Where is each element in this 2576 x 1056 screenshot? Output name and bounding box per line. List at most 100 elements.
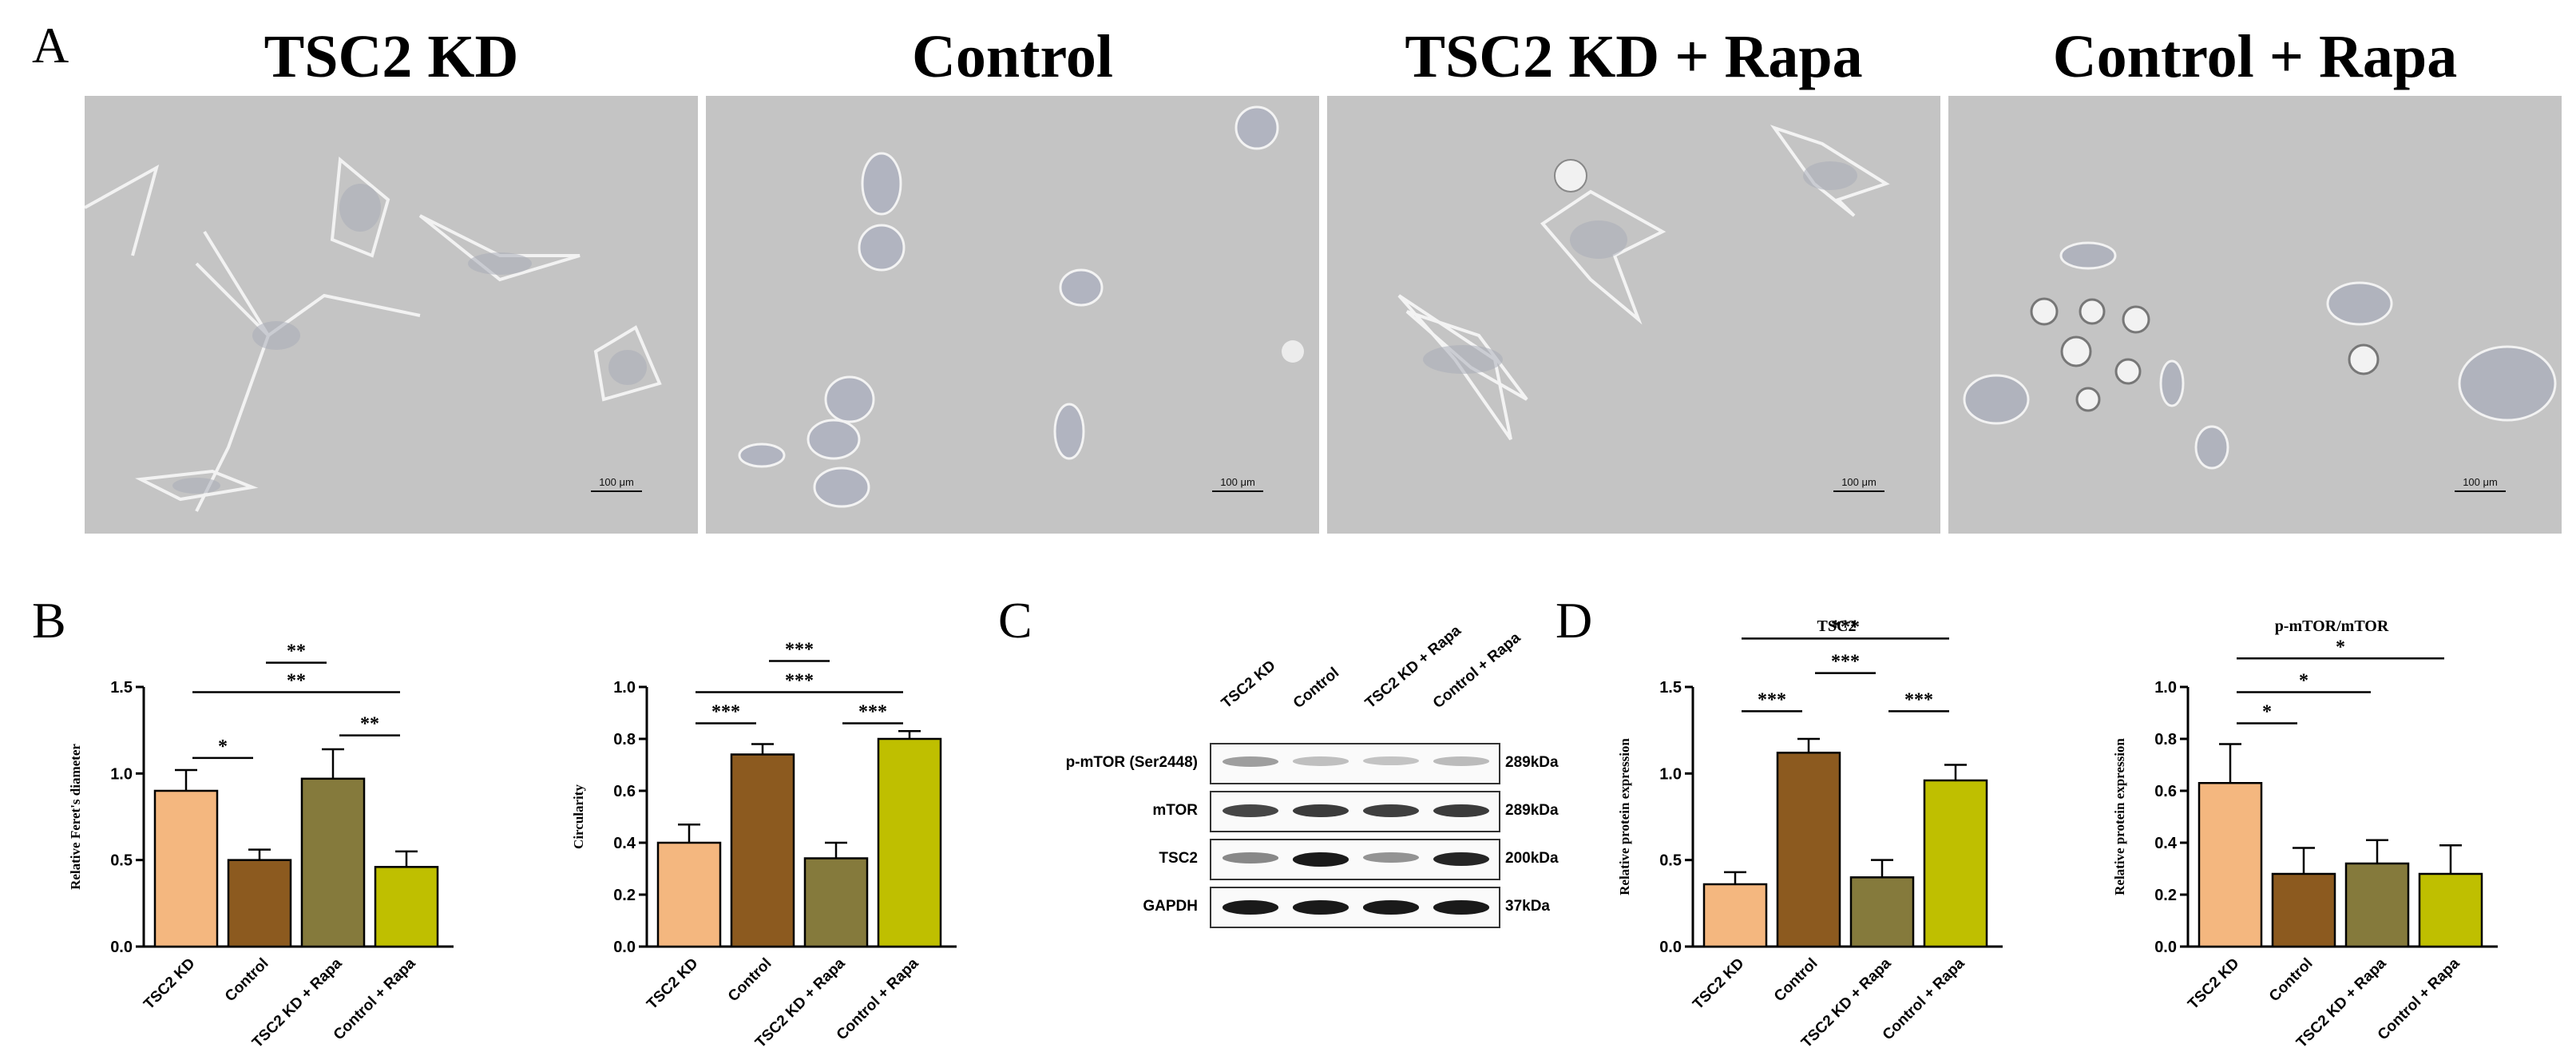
y-tick-label: 0.5 [110, 852, 133, 870]
bar [2198, 782, 2263, 948]
blot-band [1293, 900, 1349, 915]
y-axis-label: Relative protein expression [2112, 738, 2127, 895]
y-tick-label: 0.6 [613, 783, 636, 800]
significance-label: *** [1904, 689, 1933, 710]
x-tick-label: Control [222, 955, 272, 1006]
bar [730, 753, 795, 948]
panel-letter-c: C [998, 592, 1032, 649]
significance-label: *** [785, 671, 814, 692]
y-tick-label: 0.4 [2154, 835, 2178, 852]
y-tick-label: 1.0 [2154, 679, 2177, 697]
y-tick-label: 0.4 [613, 835, 636, 852]
significance-label: * [218, 736, 228, 757]
chart-feret: Relative Feret's diameter 0.0 0.5 1.0 1.5 TSC… [68, 641, 454, 1051]
bar [1923, 779, 1988, 948]
blot-band [1223, 756, 1278, 767]
y-tick-label: 0.8 [2154, 731, 2177, 748]
micrograph-tsc2-kd-rapa: 100 μm [1327, 96, 1940, 534]
x-tick-label: TSC2 KD [1690, 955, 1747, 1013]
micrograph-cells [738, 105, 1304, 508]
y-tick-label: 0.6 [2154, 783, 2177, 800]
micrograph-title-tsc2-kd-rapa: TSC2 KD + Rapa [1405, 23, 1863, 90]
chart-pmtor: p-mTOR/mTOR Relative protein expression 0.… [2112, 617, 2498, 1051]
panel-letter-d: D [1556, 592, 1593, 649]
x-tick-label: TSC2 KD [644, 955, 701, 1013]
blot-row-label: p-mTOR (Ser2448) [1065, 754, 1198, 771]
western-blot: TSC2 KD Control TSC2 KD + Rapa Control +… [990, 622, 1559, 959]
y-tick-label: 0.2 [613, 887, 636, 904]
y-tick-label: 0.8 [613, 731, 636, 748]
blot-row [1210, 887, 1500, 928]
blot-band [1293, 756, 1349, 766]
panel-letter-b: B [32, 592, 66, 649]
blot-band [1293, 804, 1349, 818]
y-axis-label: Circularity [571, 784, 586, 849]
micrograph-cells [1963, 241, 2557, 470]
blot-band [1433, 756, 1489, 766]
chart-tsc2: TSC2 Relative protein expression 0.0 0.5 1.0… [1617, 617, 2003, 1051]
micrograph-title-control: Control [912, 23, 1113, 90]
blot-row [1210, 743, 1500, 784]
blot-row-kda: 289kDa [1505, 802, 1559, 819]
blot-band [1293, 852, 1349, 867]
significance-label: *** [711, 702, 740, 723]
x-tick-label: TSC2 KD [2185, 955, 2242, 1013]
bar [803, 857, 869, 948]
y-tick-label: 1.0 [110, 765, 133, 783]
y-tick-label: 0.5 [1659, 852, 1682, 870]
bar [2418, 872, 2483, 948]
y-tick-label: 0.0 [613, 939, 636, 956]
y-tick-label: 0.0 [110, 939, 133, 956]
blot-band [1363, 900, 1419, 915]
significance-label: *** [785, 640, 814, 661]
significance-label: * [2262, 702, 2272, 723]
blot-band [1363, 804, 1419, 818]
y-axis-label: Relative protein expression [1617, 738, 1632, 895]
micrograph-title-control-rapa: Control + Rapa [2052, 23, 2458, 90]
x-tick-label: Control [2266, 955, 2316, 1006]
micrograph-tsc2-kd: 100 μm [85, 96, 698, 534]
bar [656, 841, 722, 948]
y-tick-label: 1.5 [110, 679, 133, 697]
x-tick-label: Control [725, 955, 775, 1006]
bar [2344, 862, 2410, 948]
blot-row-label: mTOR [1152, 802, 1198, 819]
x-tick-label: Control [1771, 955, 1821, 1006]
bar [1849, 876, 1915, 948]
bar [877, 737, 942, 948]
micrograph-control: 100 μm [706, 96, 1319, 534]
bar [2271, 872, 2336, 948]
significance-label: *** [1758, 689, 1786, 710]
blot-band [1433, 804, 1489, 818]
y-tick-label: 0.0 [2154, 939, 2177, 956]
blot-row-kda: 200kDa [1505, 850, 1559, 867]
scale-bar: 100 μm [1833, 476, 1884, 492]
significance-label: ** [287, 641, 306, 662]
blot-band [1363, 756, 1419, 766]
significance-label: *** [1831, 617, 1860, 637]
blot-row-kda: 289kDa [1505, 754, 1559, 771]
chart-circularity: Circularity 0.0 0.2 0.4 0.6 0.8 1.0 TSC2 KD Cont… [571, 640, 957, 1051]
blot-row [1210, 791, 1500, 832]
chart-title: p-mTOR/mTOR [2275, 617, 2389, 635]
blot-band [1223, 900, 1278, 915]
micrograph-cells [1397, 125, 1890, 441]
significance-label: ** [287, 671, 306, 692]
scale-bar: 100 μm [591, 476, 642, 492]
blot-band [1433, 852, 1489, 867]
micrograph-title-tsc2-kd: TSC2 KD [264, 23, 519, 90]
bar [153, 789, 219, 948]
bar [227, 859, 292, 948]
bar [374, 866, 439, 948]
y-axis-label: Relative Feret's diameter [68, 744, 83, 890]
lane-label: Control [1290, 664, 1343, 713]
significance-label: * [2336, 637, 2345, 657]
blot-band [1223, 804, 1278, 817]
y-tick-label: 0.2 [2154, 887, 2177, 904]
blot-row [1210, 839, 1500, 880]
blot-row-label: GAPDH [1143, 898, 1198, 915]
blot-band [1223, 852, 1278, 863]
blot-row-label: TSC2 [1159, 850, 1198, 867]
x-tick-label: TSC2 KD [141, 955, 198, 1013]
panel-letter-a: A [32, 17, 69, 73]
